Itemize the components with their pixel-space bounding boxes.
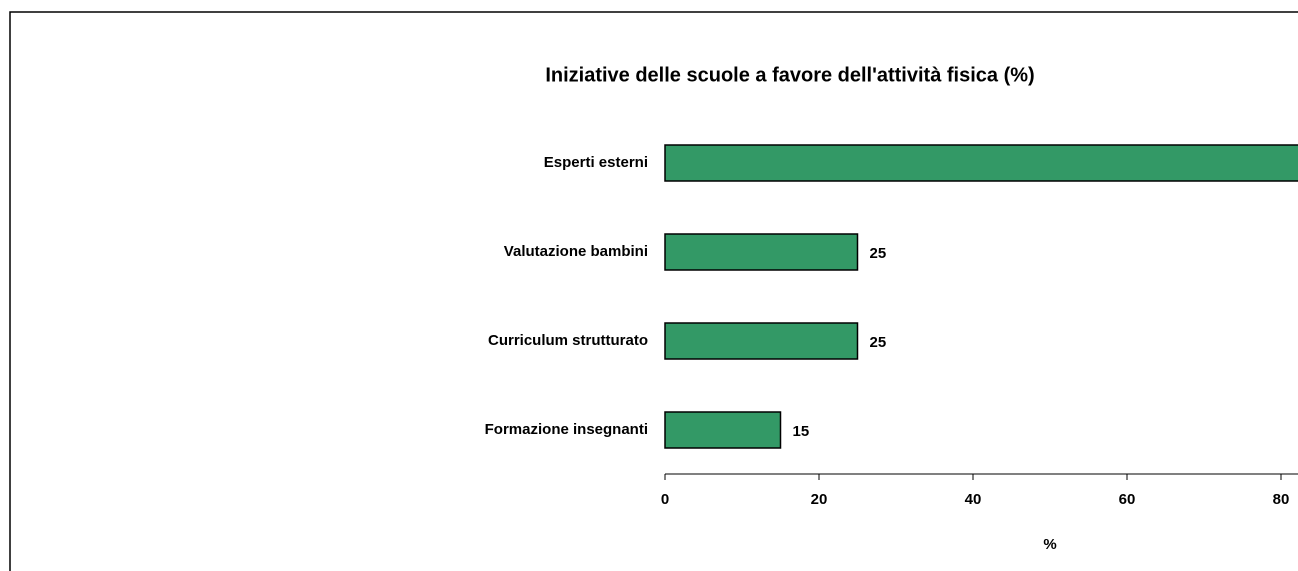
y-tick-label: Esperti esterni [544, 154, 648, 171]
y-tick-label: Formazione insegnanti [485, 421, 648, 438]
bar [664, 322, 859, 360]
value-label: 25 [870, 334, 887, 351]
chart-frame [9, 11, 1298, 571]
x-tick-label: 80 [1273, 491, 1290, 508]
x-axis-label: % [1043, 536, 1056, 553]
y-tick-label: Curriculum strutturato [488, 332, 648, 349]
value-label: 25 [870, 245, 887, 262]
chart-title: Iniziative delle scuole a favore dell'at… [545, 64, 1034, 86]
value-label: 15 [793, 423, 810, 440]
x-tick-label: 40 [965, 491, 982, 508]
y-tick-label: Valutazione bambini [504, 243, 648, 260]
bar [664, 144, 1298, 182]
x-tick-label: 60 [1119, 491, 1136, 508]
x-tick-label: 0 [661, 491, 669, 508]
bar [664, 411, 782, 449]
bar [664, 233, 859, 271]
x-tick-label: 20 [811, 491, 828, 508]
